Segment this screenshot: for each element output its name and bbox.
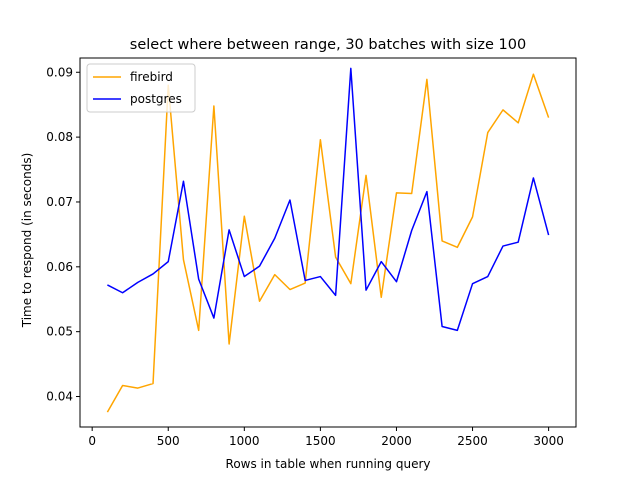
- x-tick-label: 3000: [533, 434, 564, 448]
- y-tick-label: 0.07: [46, 195, 73, 209]
- y-axis-label: Time to respond (in seconds): [20, 153, 34, 329]
- legend-label-firebird: firebird: [130, 70, 173, 84]
- y-tick-label: 0.05: [46, 325, 73, 339]
- x-tick-label: 1000: [229, 434, 260, 448]
- plot-frame: [79, 57, 577, 428]
- y-tick-label: 0.08: [46, 130, 73, 144]
- y-axis: 0.04 0.05 0.06 0.07 0.08 0.09: [46, 65, 80, 404]
- legend: firebird postgres: [86, 63, 196, 113]
- chart-title: select where between range, 30 batches w…: [130, 37, 526, 53]
- x-tick-label: 0: [88, 434, 96, 448]
- series-line-firebird: [106, 73, 550, 413]
- x-axis: 0 500 1000 1500 2000 2500 3000: [88, 427, 564, 448]
- legend-label-postgres: postgres: [130, 92, 182, 106]
- y-tick-label: 0.06: [46, 260, 73, 274]
- x-tick-label: 2500: [457, 434, 488, 448]
- x-tick-label: 500: [157, 434, 180, 448]
- series-line-postgres: [107, 67, 550, 332]
- y-tick-label: 0.04: [46, 390, 73, 404]
- legend-box: [86, 63, 196, 113]
- x-axis-label: Rows in table when running query: [226, 457, 431, 471]
- y-tick-label: 0.09: [46, 65, 73, 79]
- x-tick-label: 2000: [381, 434, 412, 448]
- series-lines: [106, 67, 550, 413]
- x-tick-label: 1500: [305, 434, 336, 448]
